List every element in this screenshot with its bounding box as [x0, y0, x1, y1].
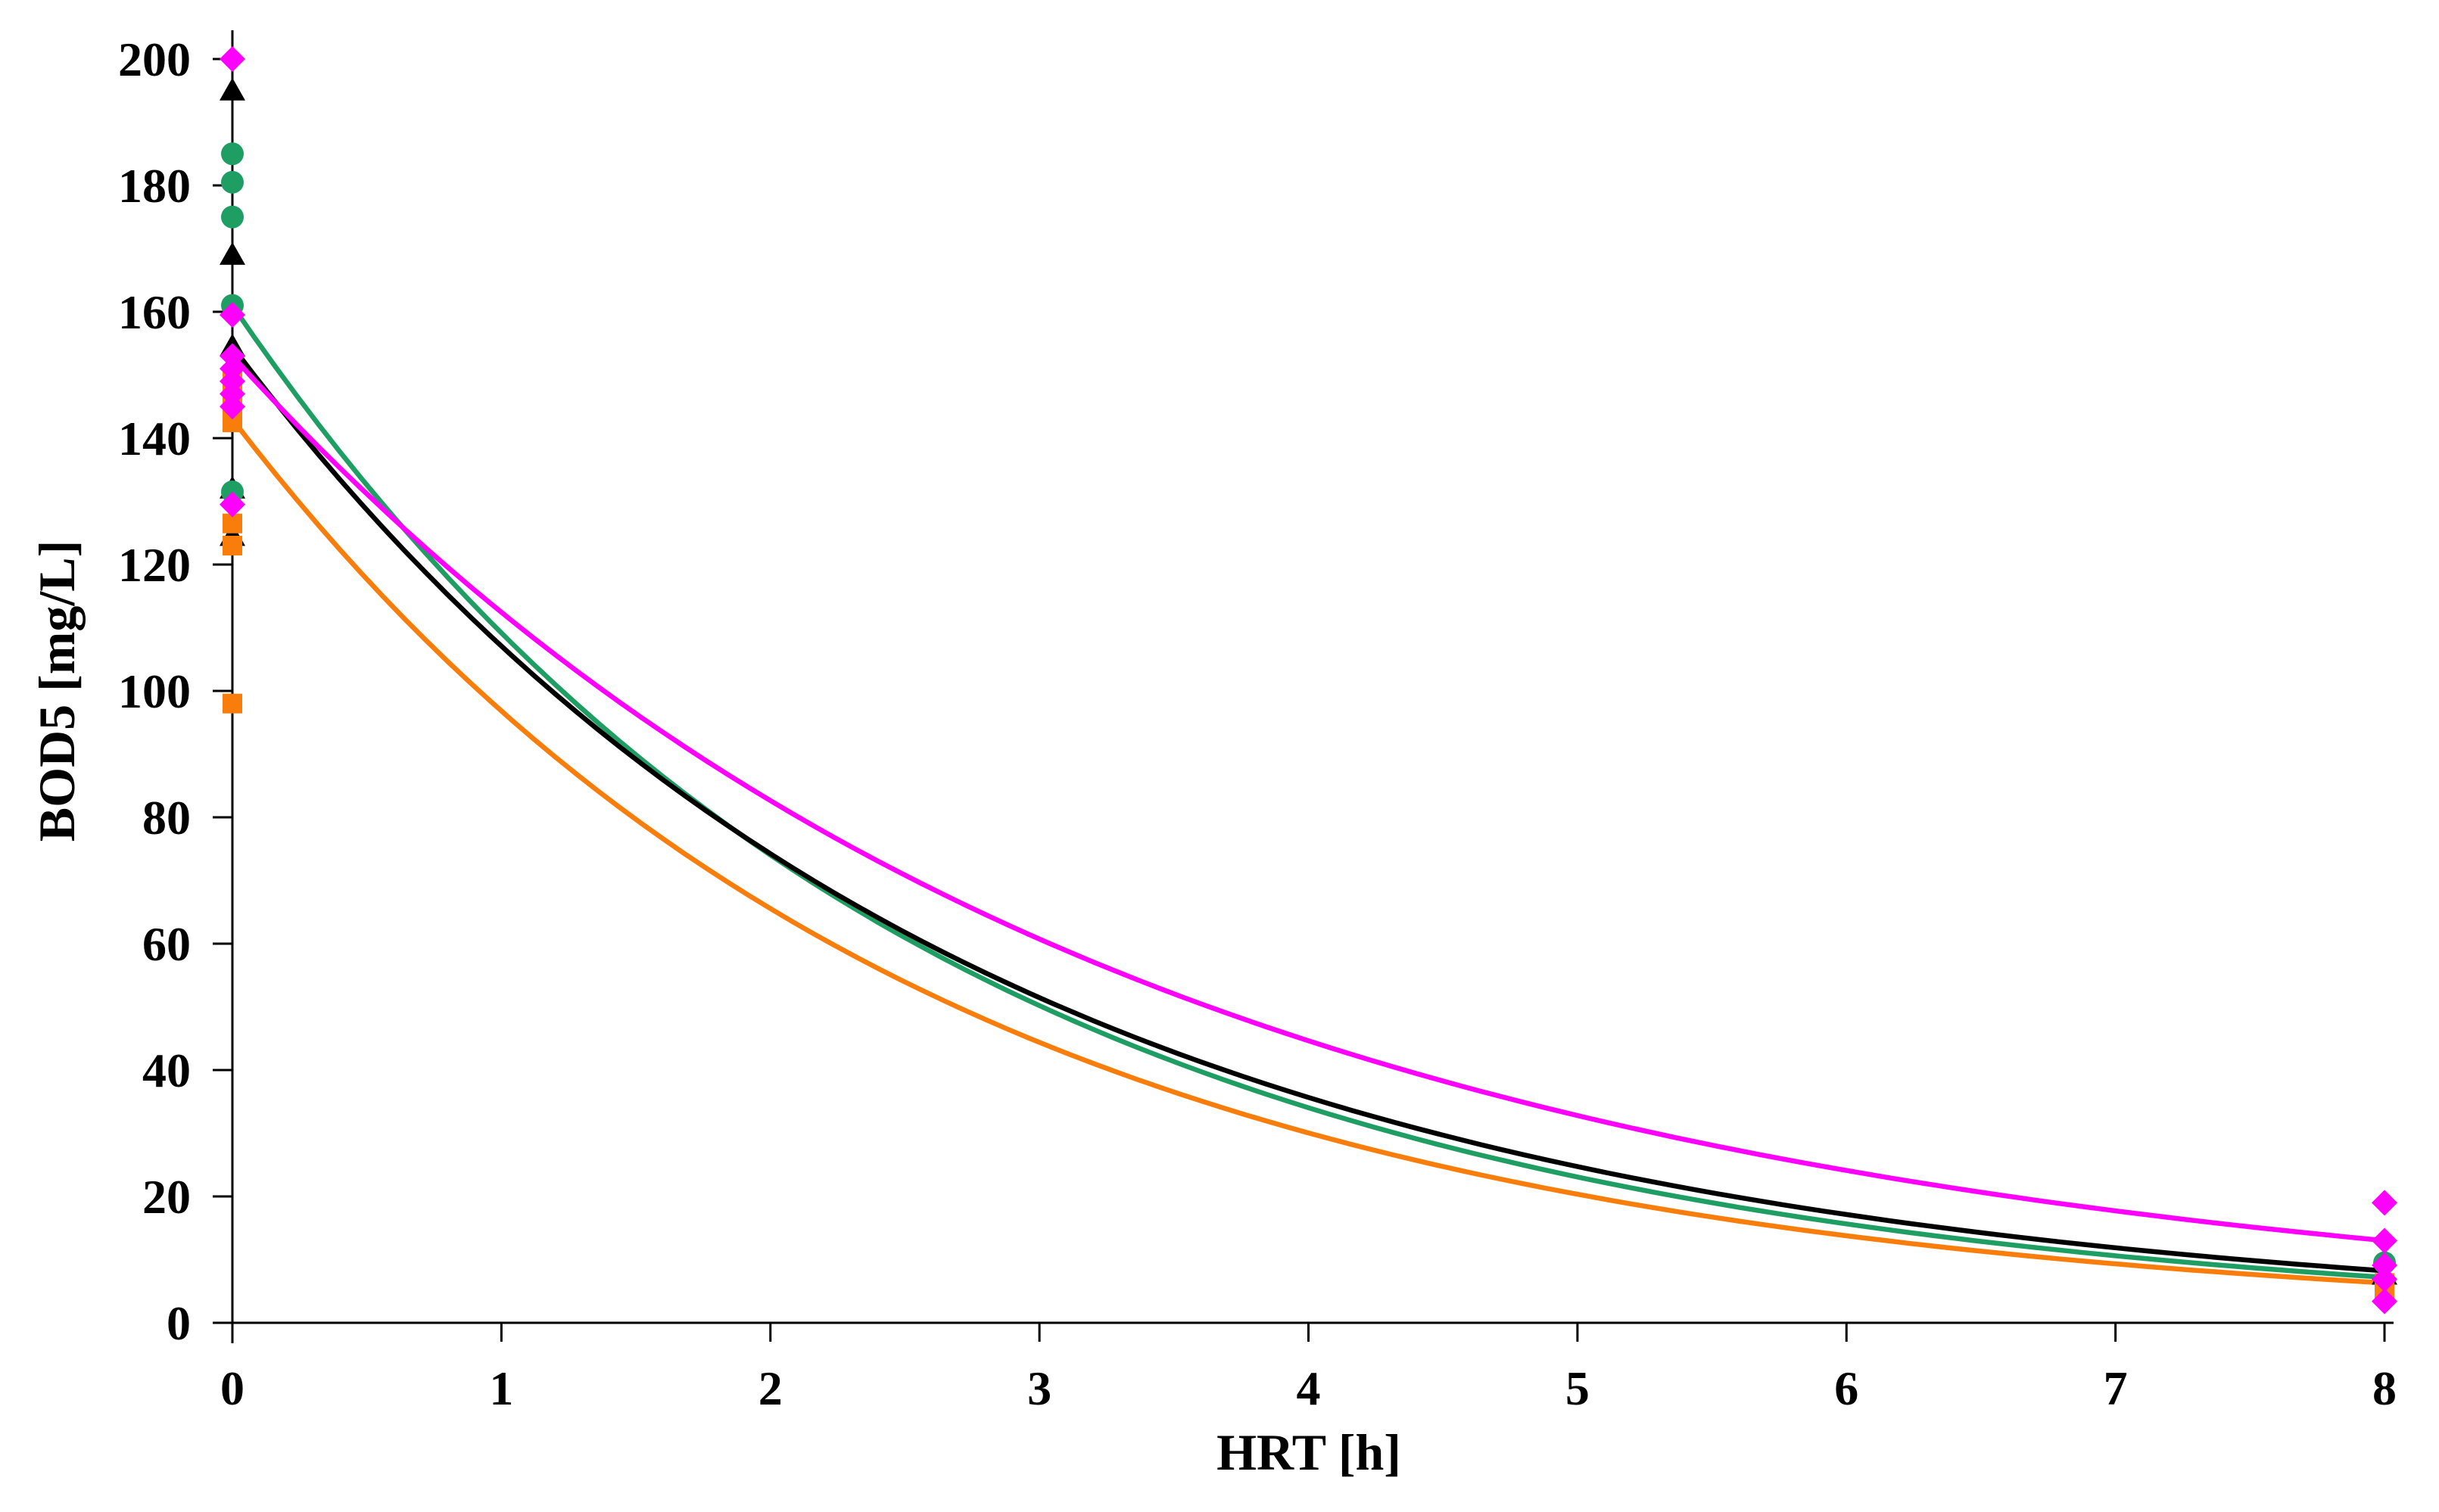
trendline-black-triangle-series — [229, 344, 2388, 1274]
y-tick-label: 100 — [118, 664, 191, 718]
x-axis-title: HRT [h] — [1216, 1423, 1401, 1481]
x-tick-label: 6 — [1834, 1361, 1858, 1415]
marker-orange-square-series — [223, 693, 242, 714]
y-tick-label: 200 — [118, 33, 191, 86]
marker-magenta-diamond-series — [2372, 1227, 2397, 1254]
y-tick-label: 120 — [118, 538, 191, 592]
data-points — [220, 46, 2397, 1314]
x-tick-label: 2 — [758, 1361, 783, 1415]
x-tick-label: 0 — [220, 1361, 245, 1415]
y-tick-label: 140 — [118, 412, 191, 465]
marker-magenta-diamond-series — [2372, 1288, 2397, 1314]
y-tick-label: 80 — [142, 791, 191, 845]
marker-orange-square-series — [223, 535, 242, 555]
marker-green-circle-series — [221, 170, 244, 194]
y-tick-label: 40 — [142, 1044, 191, 1097]
marker-magenta-diamond-series — [220, 46, 245, 72]
x-tick-label: 7 — [2104, 1361, 2128, 1415]
x-tick-label: 4 — [1297, 1361, 1321, 1415]
y-tick-label: 160 — [118, 285, 191, 339]
y-tick-label: 180 — [118, 159, 191, 213]
tick-labels: 0 20 40 60 80 100 120 140 160 180 200 0 1 2 3 4 5 6 7 8 — [118, 33, 2397, 1415]
trendline-magenta-diamond-series — [229, 353, 2388, 1243]
marker-green-circle-series — [221, 205, 244, 229]
marker-magenta-diamond-series — [220, 302, 245, 328]
marker-magenta-diamond-series — [2372, 1252, 2397, 1279]
marker-magenta-diamond-series — [220, 394, 245, 420]
marker-black-triangle-series — [220, 77, 245, 101]
y-tick-label: 0 — [167, 1296, 191, 1350]
marker-magenta-diamond-series — [220, 491, 245, 518]
marker-black-triangle-series — [220, 241, 245, 265]
y-tick-label: 20 — [142, 1170, 191, 1224]
axes — [213, 30, 2394, 1343]
marker-magenta-diamond-series — [2372, 1266, 2397, 1293]
x-tick-label: 8 — [2372, 1361, 2397, 1415]
trendline-green-circle-series — [229, 303, 2388, 1280]
y-axis-title: BOD5 [mg/L] — [28, 540, 86, 842]
y-tick-label: 60 — [142, 917, 191, 971]
x-tick-label: 3 — [1027, 1361, 1051, 1415]
trendlines — [229, 303, 2388, 1286]
x-tick-label: 1 — [489, 1361, 513, 1415]
x-tick-label: 5 — [1565, 1361, 1590, 1415]
trendline-orange-square-series — [229, 416, 2388, 1286]
marker-magenta-diamond-series — [2372, 1190, 2397, 1216]
marker-green-circle-series — [221, 142, 244, 166]
